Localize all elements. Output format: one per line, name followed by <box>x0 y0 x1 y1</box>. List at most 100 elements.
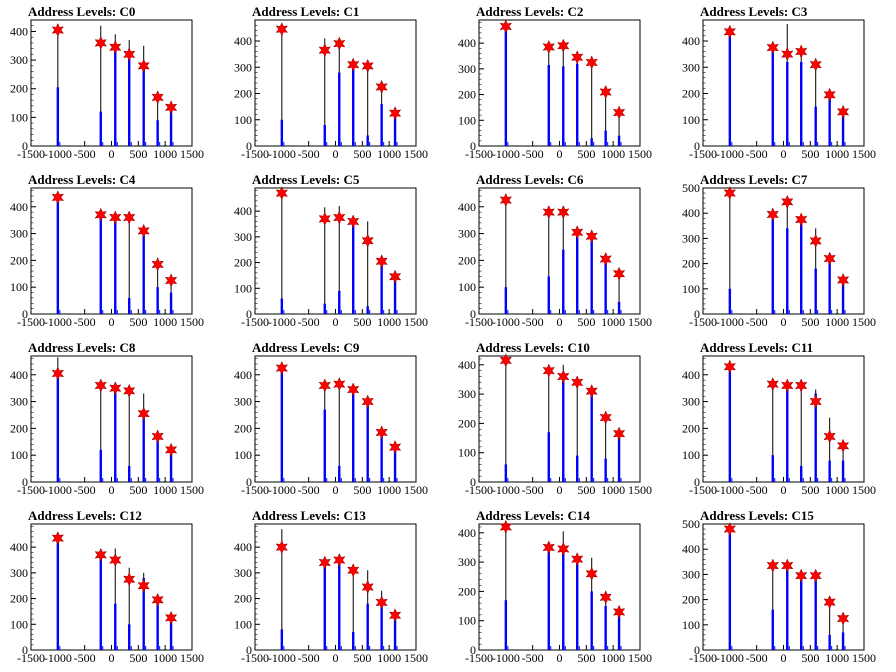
x-tick-label: 500 <box>353 651 371 665</box>
x-tick-label: -500 <box>746 651 768 665</box>
x-tick-label: -500 <box>74 483 96 497</box>
hist-fill <box>547 65 550 146</box>
hist-fill <box>352 390 355 482</box>
y-tick-label: 0 <box>470 307 476 321</box>
hist-fill <box>280 298 284 314</box>
peak-marker <box>499 192 513 208</box>
x-tick-label: 1500 <box>404 315 428 329</box>
peak-marker <box>151 90 164 105</box>
hist-fill <box>800 62 803 146</box>
hist-fill <box>366 306 369 314</box>
peak-marker <box>151 257 164 272</box>
x-tick-label: -500 <box>746 315 768 329</box>
hist-fill <box>604 130 607 146</box>
y-tick-label: 100 <box>234 281 252 295</box>
hist-fill <box>604 260 607 314</box>
hist-fill <box>841 460 845 482</box>
histogram-panel: Address Levels: C10 0 100 200 300 400 -1500 -10… <box>448 336 672 504</box>
y-tick-label: 100 <box>10 448 28 462</box>
peak-marker <box>123 572 136 587</box>
x-tick-label: -500 <box>522 483 544 497</box>
x-tick-label: -1500 <box>689 483 717 497</box>
plot-frame <box>254 19 417 147</box>
histogram-plot: 0 100 200 300 400 -1500-1000 -500 0 500 1000 1500 <box>458 187 652 329</box>
y-tick-label: 0 <box>246 643 252 657</box>
peak-marker <box>612 604 626 620</box>
histogram-plot: 0 100 200 300 400 -1500-1000 -500 0 500 1000 1500 <box>10 523 204 665</box>
hist-fill <box>728 33 732 146</box>
histogram-panel: Address Levels: C3 0 100 200 300 400 -1500 -100… <box>672 0 896 168</box>
x-tick-label: 1500 <box>180 651 204 665</box>
x-tick-label: 500 <box>353 147 371 161</box>
hist-fill <box>504 26 508 146</box>
hist-fill <box>380 606 383 650</box>
histogram-panel: Address Levels: C4 0 100 200 300 400 -1500 -100… <box>0 168 224 336</box>
y-tick-label: 200 <box>458 584 476 598</box>
hist-fill <box>323 562 326 650</box>
peak-marker <box>318 378 331 393</box>
peak-marker <box>836 611 850 626</box>
x-tick-label: -1000 <box>492 315 520 329</box>
hist-fill <box>280 629 284 650</box>
peak-marker <box>275 539 289 555</box>
hist-fill <box>128 54 131 147</box>
peak-marker <box>795 378 808 393</box>
x-tick-label: 1000 <box>825 315 849 329</box>
y-tick-label: 400 <box>682 34 700 48</box>
panel-title: Address Levels: C9 <box>252 340 360 355</box>
peak-marker <box>809 568 822 583</box>
hist-fill <box>142 65 145 146</box>
y-tick-label: 300 <box>458 227 476 241</box>
peak-marker <box>542 204 555 220</box>
hist-fill <box>156 120 159 146</box>
y-tick-label: 400 <box>10 200 28 214</box>
hist-fill <box>338 465 341 482</box>
peak-marker <box>109 210 122 225</box>
y-tick-label: 100 <box>682 618 700 632</box>
x-tick-label: -1500 <box>241 315 269 329</box>
hist-fill <box>504 600 508 650</box>
panel-title: Address Levels: C8 <box>28 340 136 355</box>
y-tick-label: 300 <box>458 387 476 401</box>
x-tick-label: 1000 <box>377 147 401 161</box>
peak-marker <box>388 439 402 455</box>
x-tick-label: 1000 <box>601 147 625 161</box>
peak-marker <box>151 592 164 608</box>
x-tick-label: -500 <box>298 483 320 497</box>
panel-title: Address Levels: C3 <box>700 4 808 19</box>
x-tick-label: -1000 <box>268 315 296 329</box>
plot-frame <box>30 19 193 147</box>
y-tick-label: 300 <box>682 395 700 409</box>
y-tick-label: 200 <box>682 257 700 271</box>
hist-fill <box>99 449 102 482</box>
histogram-panel: Address Levels: C11 0 100 200 300 400 -1500 -10… <box>672 336 896 504</box>
hist-fill <box>590 394 593 482</box>
histogram-panel: Address Levels: C1 0 100 200 300 400 -1500 -100… <box>224 0 448 168</box>
peak-marker <box>585 229 598 244</box>
peak-marker <box>823 429 836 444</box>
x-tick-label: -1000 <box>44 651 72 665</box>
histogram-plot: 0 100 200 300 400 -1500-1000 -500 0 500 1000 1500 <box>234 523 428 665</box>
histogram-panel: Address Levels: C0 0 100 200 300 400 -1500 -100… <box>0 0 224 168</box>
peak-marker <box>333 36 346 51</box>
x-tick-label: 1000 <box>153 147 177 161</box>
peak-marker <box>585 566 598 581</box>
hist-fill <box>814 268 817 314</box>
panel-title: Address Levels: C7 <box>700 172 808 187</box>
x-tick-label: 500 <box>577 147 595 161</box>
hist-fill <box>786 385 789 482</box>
hist-fill <box>728 368 732 482</box>
peak-marker <box>599 84 612 100</box>
x-tick-label: -1500 <box>241 483 269 497</box>
y-tick-label: 0 <box>246 139 252 153</box>
y-tick-label: 400 <box>458 200 476 214</box>
hist-fill <box>393 117 397 146</box>
hist-fill <box>728 531 732 650</box>
y-tick-label: 400 <box>458 526 476 540</box>
x-tick-label: 1000 <box>601 315 625 329</box>
x-tick-label: -1500 <box>465 147 493 161</box>
hist-fill <box>99 111 102 146</box>
x-tick-label: -1500 <box>17 315 45 329</box>
y-tick-label: 100 <box>682 113 700 127</box>
peak-marker <box>836 438 850 453</box>
